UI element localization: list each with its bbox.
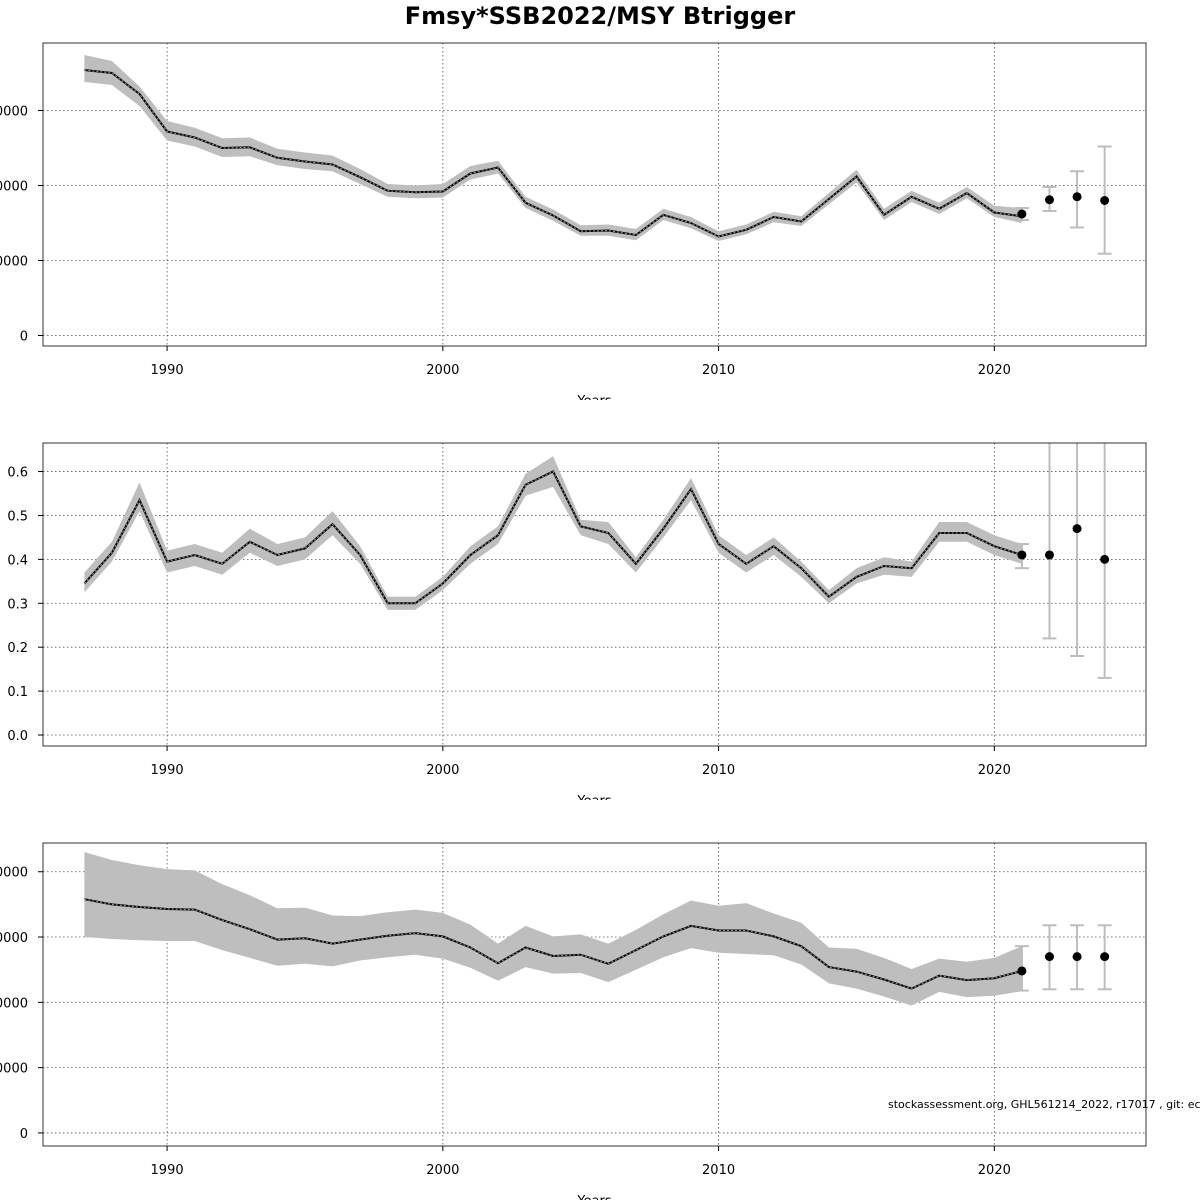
x-tick-label: 2020: [978, 363, 1011, 378]
panel-separator: [0, 800, 1200, 840]
plot-area: [84, 55, 1112, 255]
x-tick-label: 1990: [151, 763, 184, 778]
x-tick-label: 1990: [151, 1163, 184, 1178]
x-tick-label: 2000: [426, 1163, 459, 1178]
x-tick-label: 2000: [426, 363, 459, 378]
y-tick-label: 50000: [0, 255, 28, 270]
chart-title: Fmsy*SSB2022/MSY Btrigger: [405, 2, 796, 30]
projection-point: [1072, 524, 1082, 534]
y-tick-label: 150000: [0, 105, 28, 120]
y-tick-label: 50000: [0, 1062, 28, 1077]
y-tick-label: 0.3: [7, 597, 28, 612]
confidence-band: [84, 456, 1022, 610]
confidence-band: [84, 55, 1022, 241]
y-tick-label: 0.4: [7, 553, 28, 568]
projection-point: [1072, 952, 1082, 962]
y-tick-label: 0.1: [7, 685, 28, 700]
estimate-line-dashed: [84, 69, 1022, 238]
x-tick-label: 1990: [151, 363, 184, 378]
x-tick-label: 2020: [978, 1163, 1011, 1178]
panel-ssb: 1990200020102020050000100000150000Years: [0, 42, 1147, 409]
plot-frame: [42, 42, 1147, 347]
estimate-line: [83, 470, 1023, 605]
x-tick-label: 2010: [702, 1163, 735, 1178]
projection-point: [1017, 966, 1027, 976]
projection-point: [1044, 550, 1054, 560]
credit-text: stockassessment.org, GHL561214_2022, r17…: [888, 1098, 1200, 1111]
panel-recruitment: 1990 2000 2010 2020 0 50000 100000 150000 200000…: [0, 842, 1147, 1200]
confidence-band: [84, 852, 1022, 1006]
x-tick-label: 2020: [978, 763, 1011, 778]
y-tick-label: 0: [20, 1127, 28, 1142]
projection-point: [1044, 952, 1054, 962]
projection-point: [1072, 192, 1082, 202]
estimate-line-dashed: [84, 470, 1023, 604]
projection-point: [1100, 196, 1110, 205]
estimate-line-dashed: [84, 898, 1023, 990]
projection-point: [1044, 195, 1054, 205]
y-tick-label: 0.5: [7, 509, 28, 524]
y-tick-label: 0.0: [7, 729, 28, 744]
plot-area: [84, 852, 1112, 1006]
x-tick-label: 2000: [426, 763, 459, 778]
y-tick-label: 150000: [0, 931, 28, 946]
panel-separator: [0, 400, 1200, 440]
x-tick-label: 2010: [702, 363, 735, 378]
y-tick-label: 0.6: [7, 466, 28, 481]
projection-point: [1100, 554, 1110, 564]
projection-point: [1017, 550, 1027, 560]
x-axis-label: Years: [576, 1194, 612, 1200]
y-tick-label: 100000: [0, 996, 28, 1011]
plot-frame: [42, 842, 1147, 1147]
y-tick-label: 0.2: [7, 641, 28, 656]
plot-area: [83, 443, 1112, 679]
x-tick-label: 2010: [702, 763, 735, 778]
panel-fishing-mortality: 19902000201020200.00.10.20.30.40.50.6Yea…: [7, 442, 1147, 809]
y-tick-label: 0: [20, 330, 28, 345]
y-tick-label: 100000: [0, 180, 28, 195]
plot-frame: [42, 442, 1147, 747]
projection-point: [1100, 952, 1110, 962]
projection-point: [1017, 209, 1027, 219]
